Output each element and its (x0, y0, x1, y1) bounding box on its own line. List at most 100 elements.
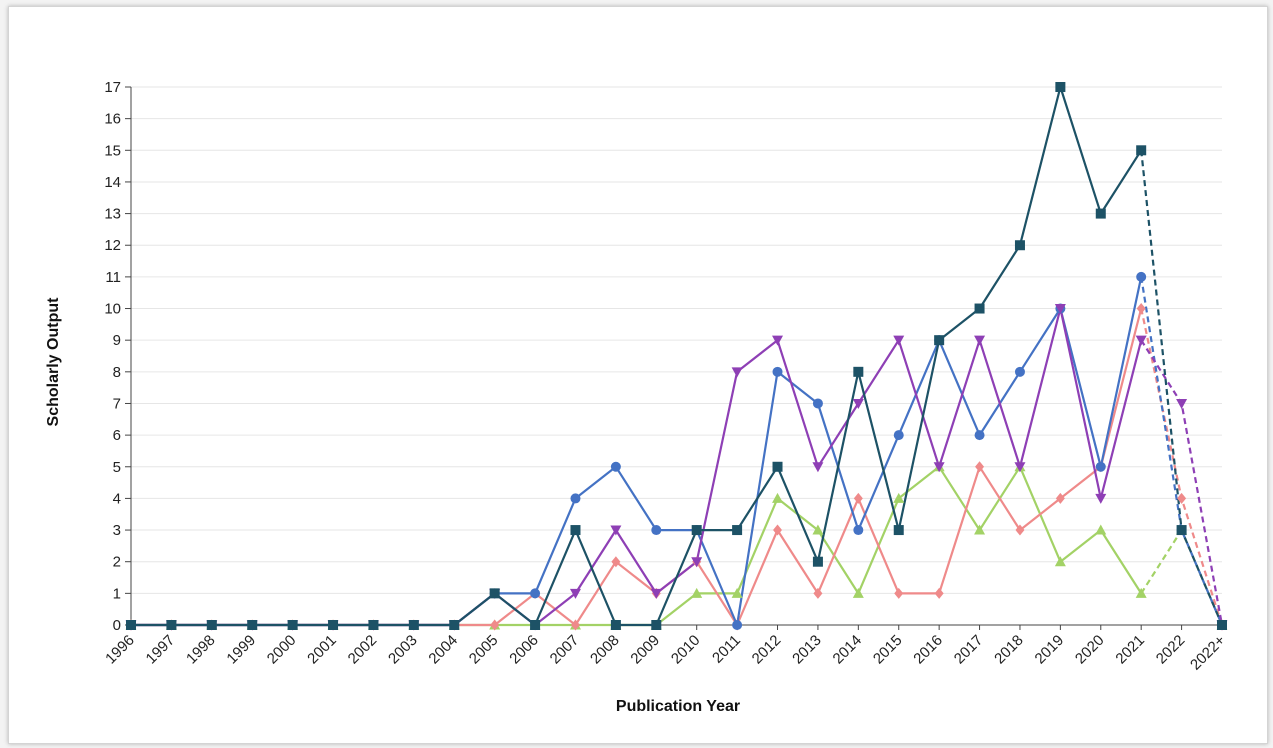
y-tick-label: 0 (113, 617, 121, 634)
x-tick-label: 2013 (789, 632, 825, 668)
data-point[interactable] (570, 619, 580, 631)
data-point[interactable] (650, 588, 662, 599)
y-tick-label: 12 (104, 237, 121, 254)
data-point[interactable] (893, 335, 905, 346)
data-point[interactable] (611, 556, 621, 568)
data-point[interactable] (1176, 398, 1188, 409)
data-point[interactable] (368, 620, 379, 630)
y-tick-label: 6 (113, 427, 121, 444)
data-point[interactable] (1136, 271, 1147, 282)
series-lines (131, 85, 1224, 627)
data-point[interactable] (732, 620, 743, 630)
data-point[interactable] (489, 588, 500, 599)
data-point[interactable] (166, 620, 177, 630)
data-point[interactable] (732, 525, 743, 536)
data-point[interactable] (731, 587, 743, 598)
data-point[interactable] (812, 524, 824, 535)
data-point[interactable] (813, 587, 823, 599)
data-point[interactable] (853, 492, 863, 504)
data-point[interactable] (933, 462, 945, 473)
x-tick-label: 2002 (345, 632, 381, 668)
data-point[interactable] (651, 525, 662, 536)
data-point[interactable] (852, 398, 864, 409)
data-point[interactable] (126, 620, 136, 630)
data-point[interactable] (610, 525, 622, 536)
data-point[interactable] (570, 493, 581, 504)
data-point[interactable] (853, 525, 864, 536)
data-point[interactable] (772, 492, 784, 503)
data-point[interactable] (1095, 493, 1107, 504)
data-point[interactable] (1136, 303, 1146, 315)
data-point[interactable] (1055, 82, 1066, 92)
x-tick-label: 2015 (870, 632, 906, 668)
data-point[interactable] (974, 430, 985, 441)
data-point[interactable] (1217, 620, 1227, 630)
data-point[interactable] (893, 525, 904, 536)
data-point[interactable] (1014, 462, 1026, 473)
data-point[interactable] (691, 557, 703, 568)
data-point[interactable] (812, 398, 823, 409)
data-point[interactable] (1177, 492, 1187, 504)
data-point[interactable] (772, 366, 783, 377)
data-point[interactable] (812, 556, 823, 567)
data-point[interactable] (772, 335, 784, 346)
data-point[interactable] (490, 619, 500, 631)
data-point[interactable] (651, 620, 662, 630)
data-point[interactable] (569, 588, 581, 599)
data-point[interactable] (1014, 240, 1025, 251)
data-point[interactable] (893, 430, 904, 441)
data-point[interactable] (1176, 525, 1187, 536)
data-point[interactable] (247, 620, 258, 630)
y-tick-label: 11 (105, 269, 121, 286)
data-point[interactable] (610, 461, 621, 472)
data-point[interactable] (530, 588, 541, 599)
data-point[interactable] (772, 461, 783, 472)
x-tick-label: 2005 (466, 632, 502, 668)
data-point[interactable] (974, 303, 985, 314)
data-point[interactable] (1015, 524, 1025, 536)
data-point[interactable] (773, 524, 783, 536)
data-point[interactable] (934, 335, 945, 346)
data-point[interactable] (852, 587, 864, 598)
data-point[interactable] (974, 524, 986, 535)
x-tick-label: 2000 (264, 632, 300, 668)
data-point[interactable] (1014, 366, 1025, 377)
data-point[interactable] (974, 335, 986, 346)
series-line (131, 276, 1143, 627)
data-point[interactable] (975, 461, 985, 473)
data-point[interactable] (853, 366, 864, 377)
data-point[interactable] (731, 367, 743, 378)
data-point[interactable] (1135, 335, 1147, 346)
data-point[interactable] (1095, 524, 1107, 535)
data-point[interactable] (570, 525, 581, 536)
data-point[interactable] (328, 620, 339, 630)
data-point[interactable] (893, 492, 905, 503)
data-point[interactable] (691, 587, 703, 598)
data-point[interactable] (206, 620, 217, 630)
x-tick-label: 2008 (587, 632, 623, 668)
data-point[interactable] (1095, 208, 1106, 219)
data-point[interactable] (1055, 492, 1065, 504)
x-tick-label: 2012 (749, 632, 785, 668)
data-point[interactable] (1136, 145, 1147, 156)
data-point[interactable] (691, 525, 702, 536)
data-point[interactable] (812, 462, 824, 473)
data-point[interactable] (894, 587, 904, 599)
data-point[interactable] (449, 620, 460, 630)
data-point[interactable] (408, 620, 419, 630)
data-point[interactable] (610, 620, 621, 630)
x-tick-label: 2011 (709, 632, 744, 667)
data-point[interactable] (287, 620, 298, 630)
y-tick-label: 5 (113, 459, 121, 476)
data-point[interactable] (934, 587, 944, 599)
data-point[interactable] (1095, 461, 1106, 472)
data-point[interactable] (1054, 304, 1066, 315)
data-point[interactable] (1135, 587, 1147, 598)
x-axis-title: Publication Year (616, 698, 740, 715)
data-point[interactable] (530, 620, 541, 630)
x-tick-label: 2018 (991, 632, 1027, 668)
data-point[interactable] (1054, 556, 1066, 567)
x-tick-label: 2022+ (1187, 632, 1229, 674)
x-tick-label: 2001 (304, 632, 340, 668)
y-axis-title: Scholarly Output (45, 297, 62, 427)
